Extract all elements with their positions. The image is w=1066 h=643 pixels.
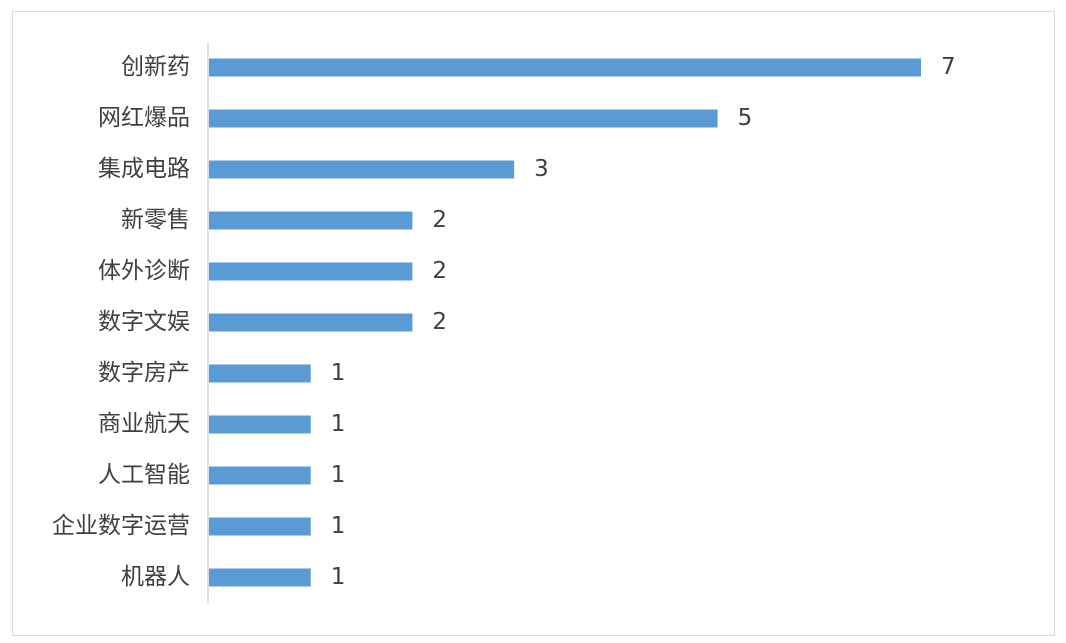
bar [209, 262, 413, 281]
value-label: 1 [331, 462, 346, 488]
value-label: 1 [331, 564, 346, 590]
y-tick-label: 创新药 [121, 54, 190, 80]
bar [209, 466, 311, 485]
bar [209, 160, 515, 179]
bar [209, 58, 921, 77]
value-label: 1 [331, 411, 346, 437]
y-tick-label: 网红爆品 [98, 105, 190, 131]
y-tick-label: 商业航天 [98, 411, 190, 437]
value-label: 1 [331, 360, 346, 386]
bar [209, 211, 413, 230]
bar [209, 517, 311, 536]
value-label: 3 [534, 156, 549, 182]
y-tick-label: 人工智能 [98, 462, 190, 488]
value-label: 2 [432, 309, 447, 335]
y-tick-label: 体外诊断 [98, 258, 190, 284]
bar [209, 364, 311, 383]
y-tick-label: 企业数字运营 [52, 513, 190, 539]
bar [209, 568, 311, 587]
y-tick-label: 数字房产 [98, 360, 190, 386]
value-label: 5 [738, 105, 753, 131]
y-tick-label: 机器人 [121, 564, 190, 590]
value-label: 2 [432, 207, 447, 233]
y-tick-label: 集成电路 [98, 156, 190, 182]
value-label: 2 [432, 258, 447, 284]
value-label: 1 [331, 513, 346, 539]
bar [209, 415, 311, 434]
y-tick-label: 数字文娱 [98, 309, 190, 335]
bar [209, 313, 413, 332]
bar [209, 109, 718, 128]
y-tick-label: 新零售 [121, 207, 190, 233]
value-label: 7 [941, 54, 956, 80]
